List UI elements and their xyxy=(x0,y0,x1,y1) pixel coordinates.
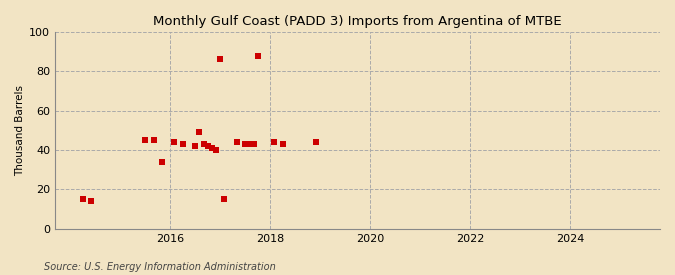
Point xyxy=(211,148,221,152)
Point xyxy=(140,138,151,142)
Text: Source: U.S. Energy Information Administration: Source: U.S. Energy Information Administ… xyxy=(44,262,275,272)
Point xyxy=(194,130,205,134)
Point xyxy=(269,140,279,144)
Point xyxy=(177,142,188,146)
Point xyxy=(277,142,288,146)
Point xyxy=(202,144,213,148)
Point xyxy=(206,146,217,150)
Point xyxy=(190,144,200,148)
Point xyxy=(77,197,88,201)
Point xyxy=(252,53,263,58)
Point xyxy=(248,142,259,146)
Point xyxy=(219,197,230,201)
Point xyxy=(86,199,97,203)
Point xyxy=(215,57,225,62)
Point xyxy=(244,142,254,146)
Point xyxy=(169,140,180,144)
Point xyxy=(198,142,209,146)
Title: Monthly Gulf Coast (PADD 3) Imports from Argentina of MTBE: Monthly Gulf Coast (PADD 3) Imports from… xyxy=(153,15,562,28)
Y-axis label: Thousand Barrels: Thousand Barrels xyxy=(15,85,25,176)
Point xyxy=(231,140,242,144)
Point xyxy=(156,160,167,164)
Point xyxy=(310,140,321,144)
Point xyxy=(148,138,159,142)
Point xyxy=(240,142,250,146)
